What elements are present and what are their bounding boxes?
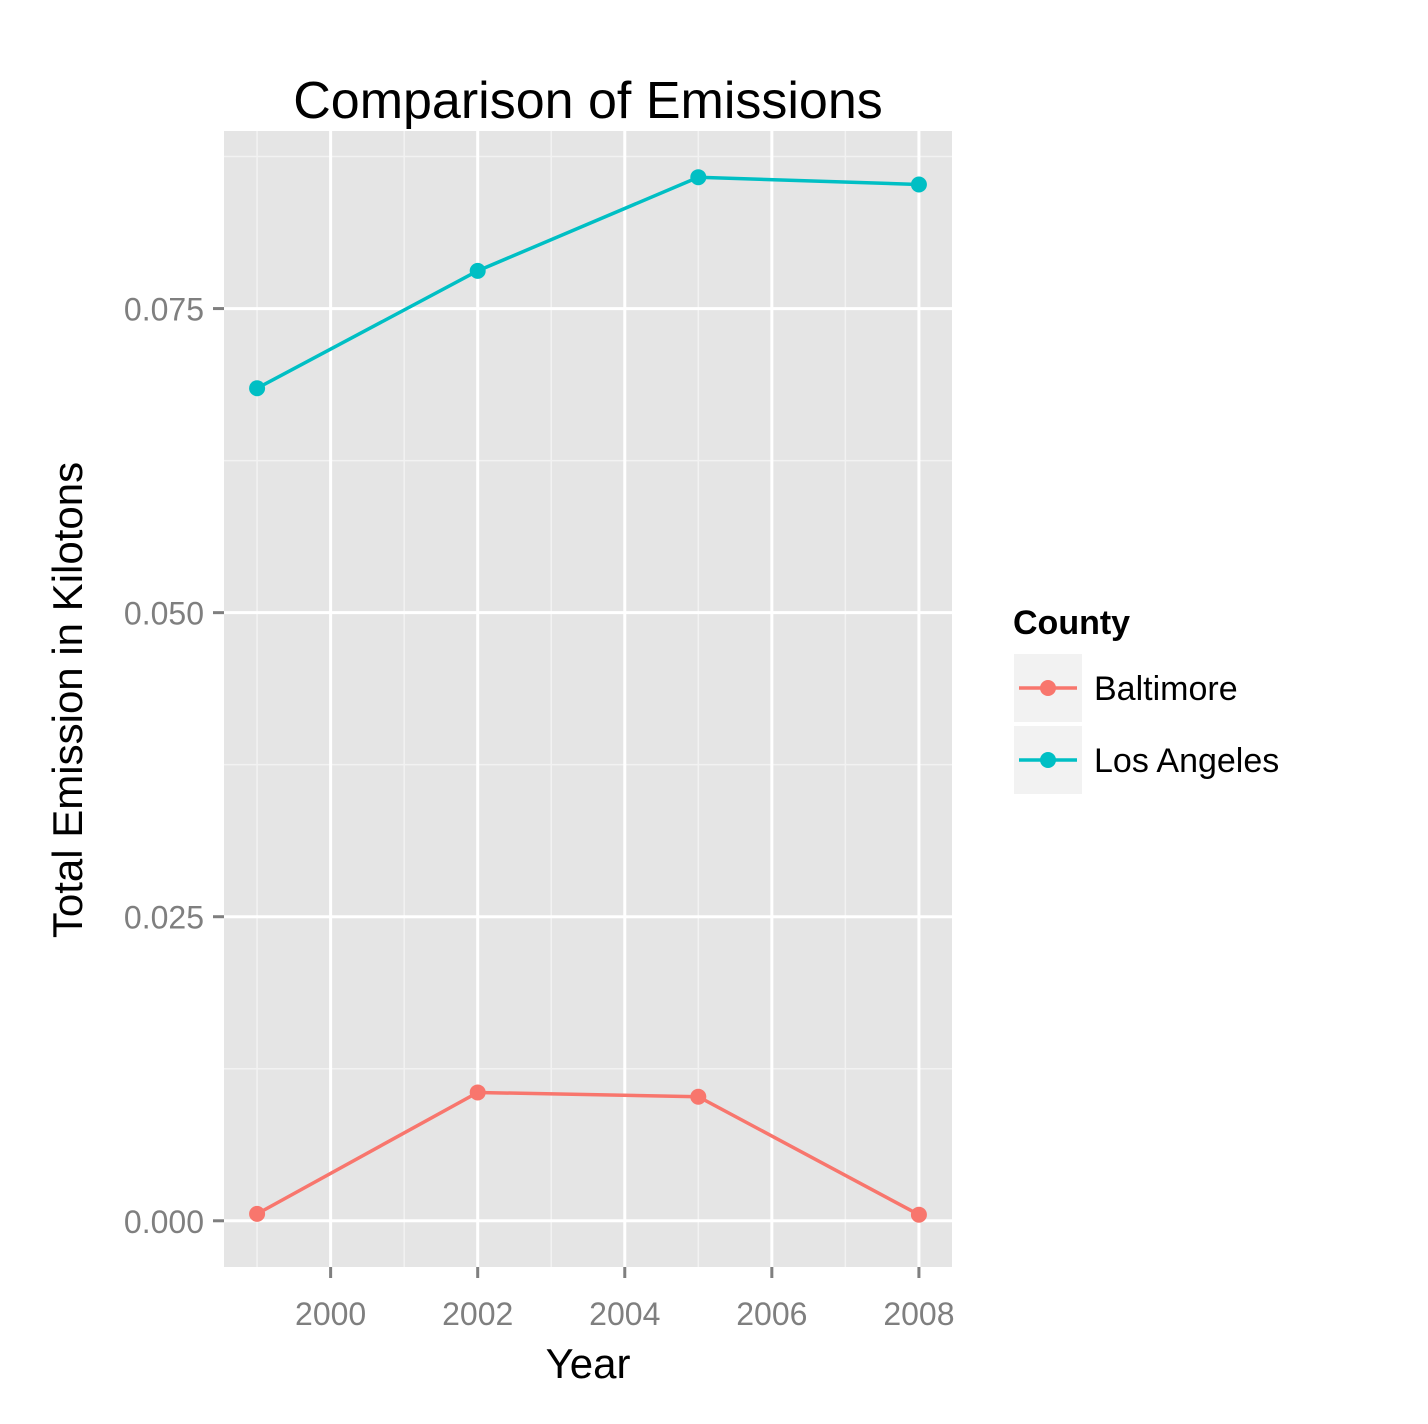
chart-title: Comparison of Emissions [293, 72, 883, 130]
legend-label-los-angeles: Los Angeles [1094, 742, 1279, 780]
x-tick-label: 2000 [295, 1296, 366, 1332]
x-tick-label: 2004 [589, 1296, 660, 1332]
legend-label-baltimore: Baltimore [1094, 670, 1238, 708]
axis-ticks [213, 307, 921, 1278]
x-axis-title: Year [546, 1340, 631, 1387]
y-axis-title: Total Emission in Kilotons [44, 462, 91, 938]
y-tick-label: 0.000 [124, 1204, 204, 1240]
legend-key-point [1040, 752, 1056, 768]
y-tick-label: 0.025 [124, 900, 204, 936]
legend-items: Baltimore Los Angeles [1014, 654, 1279, 794]
minor-gridlines [224, 131, 952, 1267]
series-line-los-angeles [256, 175, 919, 390]
data-point-baltimore [690, 1088, 707, 1105]
x-tick-label: 2008 [883, 1296, 954, 1332]
x-tick-label: 2002 [442, 1296, 513, 1332]
x-tick-label: 2006 [736, 1296, 807, 1332]
plot-panel [224, 131, 952, 1267]
data-point-baltimore [249, 1205, 266, 1222]
series-layer [249, 169, 927, 1223]
y-axis-tick-labels: 0.000 0.025 0.050 0.075 [124, 292, 204, 1240]
series-line-baltimore [256, 1090, 920, 1217]
data-point-baltimore [469, 1084, 486, 1101]
legend: County Baltimore Los Angeles [1013, 604, 1279, 794]
data-point-los-angeles [249, 380, 266, 397]
legend-key-point [1040, 680, 1056, 696]
x-axis-tick-labels: 2000 2002 2004 2006 2008 [295, 1296, 954, 1332]
y-tick-label: 0.075 [124, 292, 204, 328]
data-point-los-angeles [910, 176, 927, 193]
data-point-baltimore [910, 1206, 927, 1223]
data-point-los-angeles [690, 169, 707, 186]
y-tick-label: 0.050 [124, 596, 204, 632]
legend-title: County [1013, 604, 1130, 642]
major-gridlines [224, 131, 952, 1267]
data-point-los-angeles [469, 262, 486, 279]
